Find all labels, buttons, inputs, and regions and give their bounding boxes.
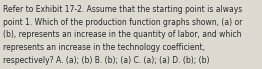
Text: point 1. Which of the production function graphs shown, (a) or: point 1. Which of the production functio… bbox=[3, 18, 243, 27]
Text: respectively? A. (a); (b) B. (b); (a) C. (a); (a) D. (b); (b): respectively? A. (a); (b) B. (b); (a) C.… bbox=[3, 56, 210, 65]
Text: Refer to Exhibit 17-2. Assume that the starting point is always: Refer to Exhibit 17-2. Assume that the s… bbox=[3, 5, 242, 14]
Text: (b), represents an increase in the quantity of labor, and which: (b), represents an increase in the quant… bbox=[3, 30, 242, 39]
Text: represents an increase in the technology coefficient,: represents an increase in the technology… bbox=[3, 43, 205, 52]
